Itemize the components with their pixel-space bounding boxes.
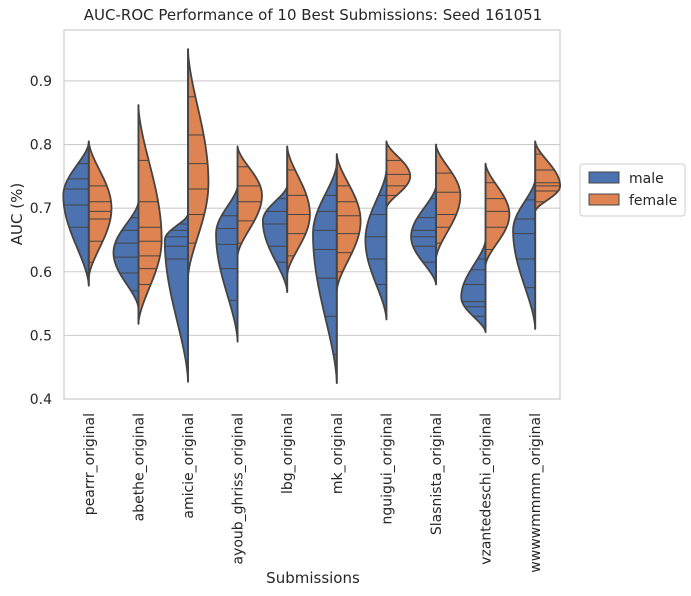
violin-Slasnista_original: [410, 143, 462, 286]
x-tick-label: lbg_original: [280, 413, 296, 494]
violin-half-female: [534, 140, 562, 213]
violins: [62, 48, 562, 384]
legend-swatch-female: [588, 193, 620, 206]
violin-ayoub_ghriss_original: [215, 145, 263, 343]
x-tick-label: abethe_original: [131, 413, 147, 521]
y-tick-label: 0.7: [30, 201, 52, 217]
violin-half-female: [87, 140, 113, 280]
violin-half-male: [512, 178, 537, 330]
violin-pearrr_original: [62, 140, 113, 287]
violin-mk_original: [312, 153, 362, 384]
x-axis: pearrr_original abethe_original amicie_ori…: [82, 413, 544, 573]
y-tick-label: 0.8: [30, 138, 52, 154]
legend-label-female: female: [629, 193, 677, 209]
violin-half-male: [261, 184, 289, 294]
legend-label-male: male: [629, 171, 664, 187]
y-tick-label: 0.6: [30, 265, 52, 281]
violin-lbg_original: [261, 145, 311, 294]
legend: male female: [579, 163, 686, 217]
x-axis-label: Submissions: [266, 569, 360, 587]
legend-swatch-male: [588, 171, 620, 184]
violin-half-female: [137, 104, 163, 325]
y-tick-label: 0.5: [30, 328, 52, 344]
violin-half-female: [484, 162, 511, 267]
x-tick-label: vzantedeschi_original: [479, 413, 495, 565]
x-tick-label: Slasnista_original: [429, 413, 445, 535]
violin-half-male: [364, 169, 388, 321]
x-tick-label: ayoub_ghriss_original: [231, 413, 247, 565]
chart-title: AUC-ROC Performance of 10 Best Submissio…: [84, 6, 542, 24]
violin-half-male: [312, 162, 338, 384]
x-tick-label: wwwwmmmm_original: [528, 413, 544, 573]
x-tick-label: mk_original: [330, 413, 346, 494]
violin-amicie_original: [163, 48, 210, 383]
y-axis: 0.4 0.5 0.6 0.7 0.8 0.9: [30, 74, 52, 408]
x-tick-label: nguigui_original: [379, 413, 395, 525]
y-tick-label: 0.4: [30, 392, 52, 408]
x-tick-label: amicie_original: [181, 413, 197, 519]
violin-half-female: [236, 145, 263, 257]
violin-half-male: [460, 239, 487, 334]
violin-half-male: [215, 184, 239, 343]
violin-half-female: [335, 153, 362, 292]
y-axis-label: AUC (%): [8, 183, 26, 245]
violin-wwwwmmmm_original: [512, 140, 562, 330]
violin-half-female: [286, 145, 311, 276]
violin-nguigui_original: [364, 140, 412, 321]
violin-vzantedeschi_original: [460, 162, 511, 334]
violin-half-male: [410, 184, 437, 286]
y-tick-label: 0.9: [30, 74, 52, 90]
violin-half-male: [163, 213, 189, 383]
violin-abethe_original: [112, 104, 163, 325]
x-tick-label: pearrr_original: [82, 413, 98, 515]
